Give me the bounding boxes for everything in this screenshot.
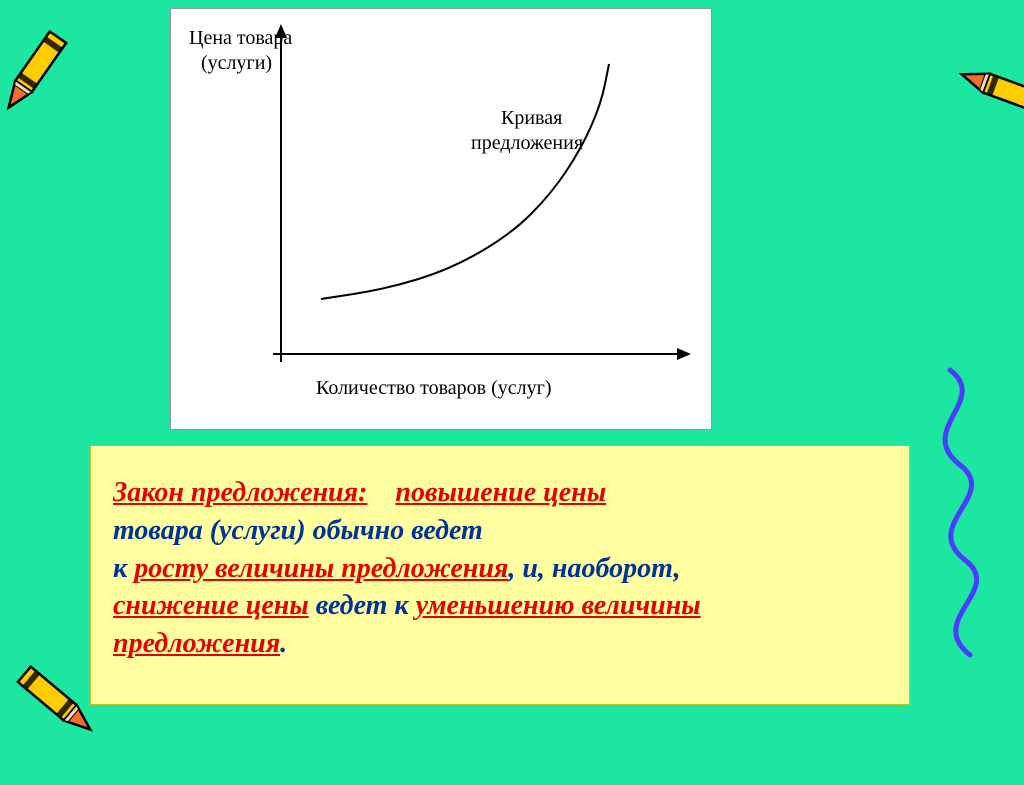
law-text-line-5: предложения. (113, 625, 887, 663)
squiggle-icon (920, 360, 1010, 680)
crayon-icon (928, 13, 1024, 167)
x-axis-arrowhead (677, 348, 691, 360)
law-title: Закон предложения: (113, 477, 367, 508)
law-highlight-2: росту величины предложения (134, 553, 508, 584)
law-highlight-3: снижение цены (113, 590, 309, 621)
y-axis-label-2: (услуги) (201, 52, 272, 74)
law-text-panel: Закон предложения: повышение цены товара… (90, 445, 910, 705)
law-text-line-2: товара (услуги) обычно ведет (113, 512, 887, 550)
supply-chart: Цена товара (услуги) Кривая предложения … (171, 9, 711, 429)
supply-curve (321, 64, 609, 299)
curve-label-2: предложения (471, 132, 583, 154)
law-highlight-5: предложения (113, 628, 280, 659)
x-axis-label: Количество товаров (услуг) (316, 377, 551, 399)
y-axis-label: Цена товара (189, 27, 292, 49)
law-highlight-4: уменьшению величины (416, 590, 701, 621)
law-text-line-4: снижение цены ведет к уменьшению величин… (113, 587, 887, 625)
curve-label: Кривая (501, 107, 562, 129)
chart-panel: Цена товара (услуги) Кривая предложения … (170, 8, 712, 430)
law-highlight-1: повышение цены (395, 477, 606, 508)
crayon-icon (0, 0, 119, 154)
law-text-line-1: Закон предложения: повышение цены (113, 474, 887, 512)
law-text-line-3: к росту величины предложения, и, наоборо… (113, 550, 887, 588)
